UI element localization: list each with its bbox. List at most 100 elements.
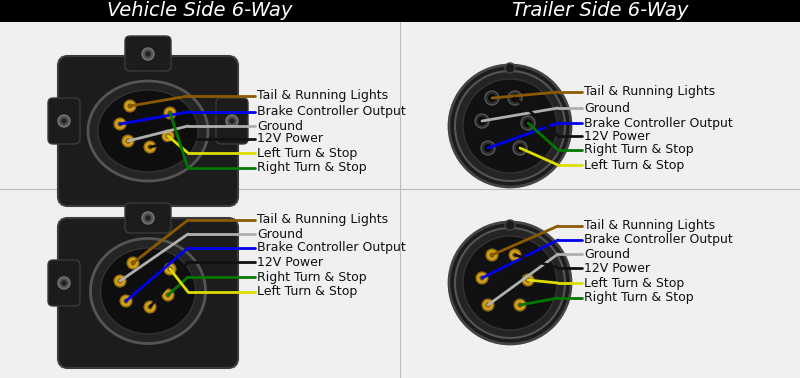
Text: Tail & Running Lights: Tail & Running Lights [584,220,715,232]
Text: Vehicle Side 6-Way: Vehicle Side 6-Way [107,2,293,20]
Circle shape [115,276,125,286]
Circle shape [486,249,498,261]
Circle shape [164,263,176,275]
Circle shape [449,222,571,344]
Circle shape [510,250,520,260]
Ellipse shape [101,248,195,334]
FancyBboxPatch shape [216,98,248,144]
FancyBboxPatch shape [125,203,171,233]
Text: 12V Power: 12V Power [584,130,650,143]
Circle shape [166,134,170,138]
Circle shape [481,141,495,155]
FancyBboxPatch shape [58,218,238,368]
Circle shape [61,280,67,286]
Circle shape [508,91,522,105]
Circle shape [144,141,156,153]
Circle shape [490,253,494,257]
Circle shape [509,249,521,261]
Circle shape [125,101,135,111]
Text: Right Turn & Stop: Right Turn & Stop [584,144,694,156]
Ellipse shape [90,239,206,344]
Circle shape [455,228,565,338]
Circle shape [162,289,174,301]
Circle shape [142,212,154,224]
Circle shape [523,275,533,285]
Circle shape [455,71,565,181]
Circle shape [515,300,525,310]
Circle shape [166,293,170,297]
Circle shape [61,118,67,124]
Circle shape [148,145,152,149]
Circle shape [480,276,484,280]
Circle shape [144,301,156,313]
FancyBboxPatch shape [48,98,80,144]
Circle shape [162,130,174,142]
Circle shape [514,299,526,311]
Circle shape [165,108,175,118]
Circle shape [485,91,499,105]
Circle shape [487,250,497,260]
Text: Left Turn & Stop: Left Turn & Stop [584,158,684,172]
Circle shape [121,296,131,306]
Circle shape [513,141,527,155]
Circle shape [510,93,519,102]
Circle shape [145,142,155,152]
Circle shape [522,274,534,286]
Circle shape [476,272,488,284]
Text: Left Turn & Stop: Left Turn & Stop [257,285,358,299]
Circle shape [115,119,125,129]
FancyBboxPatch shape [125,36,171,71]
Text: Brake Controller Output: Brake Controller Output [584,234,733,246]
Text: 12V Power: 12V Power [257,256,323,268]
Circle shape [463,236,557,330]
Circle shape [165,264,175,274]
Circle shape [123,136,133,146]
Circle shape [122,135,134,147]
Text: Ground: Ground [584,248,630,260]
Circle shape [124,299,128,303]
Circle shape [518,303,522,307]
Circle shape [513,253,518,257]
Text: Tail & Running Lights: Tail & Running Lights [257,214,388,226]
Text: Ground: Ground [584,102,630,115]
Circle shape [486,303,490,307]
Text: Left Turn & Stop: Left Turn & Stop [584,276,684,290]
Circle shape [163,131,173,141]
Circle shape [145,51,151,57]
Circle shape [168,267,172,271]
Text: 12V Power: 12V Power [257,133,323,146]
Circle shape [163,290,173,300]
Text: Brake Controller Output: Brake Controller Output [584,116,733,130]
Circle shape [483,300,493,310]
Circle shape [482,299,494,311]
Circle shape [487,93,497,102]
Circle shape [226,115,238,127]
Circle shape [526,278,530,282]
Circle shape [463,79,557,173]
Circle shape [148,305,152,309]
Circle shape [145,302,155,312]
Circle shape [58,277,70,289]
Circle shape [515,144,525,152]
Circle shape [142,48,154,60]
Text: Ground: Ground [257,228,303,240]
Circle shape [114,118,126,130]
Circle shape [58,115,70,127]
Text: 12V Power: 12V Power [584,262,650,274]
Text: Ground: Ground [257,119,303,133]
Circle shape [164,107,176,119]
Ellipse shape [98,90,198,172]
Circle shape [124,100,136,112]
Circle shape [477,273,487,283]
Circle shape [128,258,138,268]
Circle shape [120,295,132,307]
Text: Right Turn & Stop: Right Turn & Stop [257,271,366,284]
Circle shape [114,275,126,287]
Text: Tail & Running Lights: Tail & Running Lights [584,85,715,99]
Text: Trailer Side 6-Way: Trailer Side 6-Way [512,2,688,20]
Circle shape [229,118,235,124]
Circle shape [168,111,172,115]
FancyBboxPatch shape [48,260,80,306]
Circle shape [505,220,515,230]
Circle shape [130,261,135,265]
